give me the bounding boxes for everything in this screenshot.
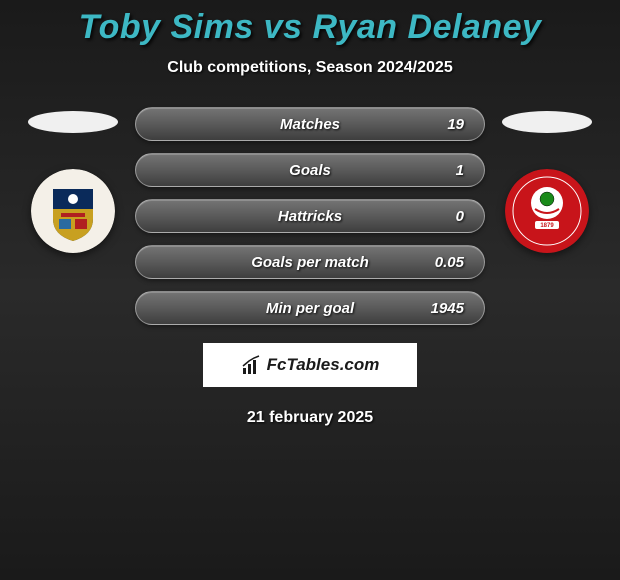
stat-bar: Goals 1 — [135, 153, 485, 187]
stat-bar: Min per goal 1945 — [135, 291, 485, 325]
left-side — [23, 107, 123, 253]
page-title: Toby Sims vs Ryan Delaney — [0, 8, 620, 47]
team-crest-right: 1879 — [505, 169, 589, 253]
stat-bar: Matches 19 — [135, 107, 485, 141]
stat-value-right: 1945 — [431, 300, 464, 317]
stat-bar: Hattricks 0 — [135, 199, 485, 233]
subtitle: Club competitions, Season 2024/2025 — [0, 59, 620, 77]
team-crest-left — [31, 169, 115, 253]
source-badge: FcTables.com — [203, 343, 417, 387]
crest-right-icon: 1879 — [505, 169, 589, 253]
chart-icon — [241, 354, 263, 376]
player-left-ellipse — [28, 111, 118, 133]
stat-bar: Goals per match 0.05 — [135, 245, 485, 279]
stat-bars: Matches 19 Goals 1 Hattricks 0 Goals per… — [135, 107, 485, 325]
stat-label: Hattricks — [278, 208, 342, 225]
stat-label: Min per goal — [266, 300, 354, 317]
stat-value-right: 1 — [456, 162, 464, 179]
stat-label: Goals per match — [251, 254, 369, 271]
stat-value-right: 0 — [456, 208, 464, 225]
badge-text: FcTables.com — [267, 355, 380, 375]
stat-label: Goals — [289, 162, 331, 179]
stat-label: Matches — [280, 116, 340, 133]
crest-left-icon — [31, 169, 115, 253]
right-side: 1879 — [497, 107, 597, 253]
comparison-row: Matches 19 Goals 1 Hattricks 0 Goals per… — [0, 107, 620, 325]
player-right-ellipse — [502, 111, 592, 133]
svg-text:1879: 1879 — [540, 223, 554, 229]
stat-value-right: 19 — [447, 116, 464, 133]
stat-value-right: 0.05 — [435, 254, 464, 271]
date-text: 21 february 2025 — [0, 409, 620, 427]
